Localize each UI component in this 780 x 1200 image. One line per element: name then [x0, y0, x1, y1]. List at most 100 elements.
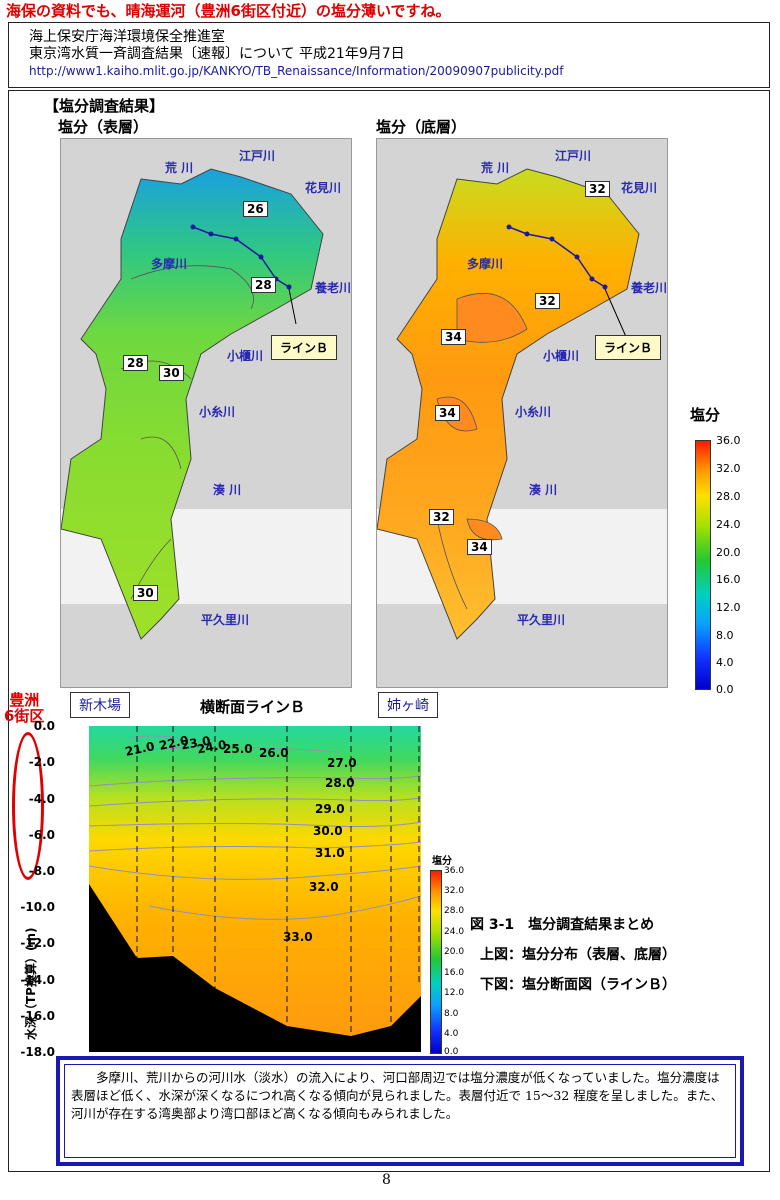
small-colorbar-tick: 20.0 — [444, 947, 465, 957]
section-contour-label: 33.0 — [283, 930, 313, 944]
header-title: 東京湾水質一斉調査結果〔速報〕について 平成21年9月7日 — [29, 46, 405, 62]
top-note: 海保の資料でも、晴海運河（豊洲6街区付近）の塩分薄いですね。 — [6, 2, 451, 20]
left-station-label: 新木場 — [70, 692, 130, 718]
surface-contour-label: 28 — [251, 277, 276, 293]
place-heikurigawa: 平久里川 — [201, 613, 250, 627]
y-tick: -6.0 — [28, 828, 55, 842]
colorbar-tick: 28.0 — [716, 490, 741, 503]
y-tick: -8.0 — [28, 864, 55, 878]
page-number: 8 — [382, 1172, 391, 1188]
small-colorbar-tick: 8.0 — [444, 1009, 459, 1019]
y-tick: -2.0 — [28, 755, 55, 769]
place-yorogawa: 養老川 — [315, 281, 352, 295]
small-colorbar-tick: 28.0 — [444, 906, 465, 916]
section-contour-label: 31.0 — [315, 846, 345, 860]
place-koitogawa: 小糸川 — [515, 405, 552, 419]
figure-caption: 図 3-1 塩分調査結果まとめ 上図：塩分分布（表層、底層） 下図：塩分断面図（… — [470, 910, 676, 1000]
cross-section-title: 横断面ラインＢ — [200, 698, 306, 716]
y-tick: -10.0 — [20, 900, 55, 914]
place-obitsugawa: 小櫃川 — [543, 349, 580, 363]
bottom-contour-label: 34 — [467, 539, 492, 555]
small-salinity-colorbar — [430, 870, 442, 1054]
place-heikurigawa: 平久里川 — [517, 613, 566, 627]
place-minatogawa: 湊 川 — [213, 483, 242, 497]
line-b-label: ラインＢ — [595, 335, 662, 360]
summary-box: 多摩川、荒川からの河川水（淡水）の流入により、河口部周辺では塩分濃度が低くなって… — [56, 1056, 744, 1166]
place-tamagawa: 多摩川 — [467, 257, 504, 271]
source-header: 海上保安庁海洋環境保全推進室 東京湾水質一斉調査結果〔速報〕について 平成21年… — [8, 22, 770, 88]
colorbar-tick: 0.0 — [716, 683, 734, 696]
bottom-contour-label: 32 — [535, 293, 560, 309]
place-arakawa: 荒 川 — [165, 161, 194, 175]
small-colorbar-tick: 12.0 — [444, 988, 465, 998]
section-contour-label: 26.0 — [259, 746, 289, 760]
place-koitogawa: 小糸川 — [199, 405, 236, 419]
bottom-contour-label: 32 — [585, 181, 610, 197]
section-contour-label: 32.0 — [309, 880, 339, 894]
place-obitsugawa: 小櫃川 — [227, 349, 264, 363]
caption-line-lower: 下図：塩分断面図（ラインＢ） — [480, 977, 676, 993]
colorbar-tick: 12.0 — [716, 601, 741, 614]
y-tick: -4.0 — [28, 792, 55, 806]
bottom-contour-label: 32 — [429, 509, 454, 525]
right-station-label: 姉ヶ崎 — [378, 692, 438, 718]
colorbar-tick: 20.0 — [716, 546, 741, 559]
header-org: 海上保安庁海洋環境保全推進室 — [29, 29, 225, 45]
place-tamagawa: 多摩川 — [151, 257, 188, 271]
place-arakawa: 荒 川 — [481, 161, 510, 175]
line-b-label: ラインＢ — [271, 335, 338, 360]
colorbar-tick: 8.0 — [716, 629, 734, 642]
place-hanamigawa: 花見川 — [305, 181, 342, 195]
small-colorbar-tick: 4.0 — [444, 1029, 459, 1039]
surface-salinity-map: 荒 川 江戸川 花見川 多摩川 養老川 小櫃川 小糸川 湊 川 平久里川 26 … — [60, 138, 352, 688]
place-edogawa: 江戸川 — [239, 149, 276, 163]
place-hanamigawa: 花見川 — [621, 181, 658, 195]
salinity-colorbar — [695, 440, 711, 690]
place-yorogawa: 養老川 — [631, 281, 668, 295]
small-colorbar-tick: 24.0 — [444, 927, 465, 937]
small-colorbar-tick: 32.0 — [444, 886, 465, 896]
toyosu-annotation: 豊洲 6街区 — [4, 691, 45, 725]
caption-title: 図 3-1 塩分調査結果まとめ — [470, 917, 655, 933]
bottom-contour-label: 34 — [441, 329, 466, 345]
y-tick: -12.0 — [20, 936, 55, 950]
y-axis-label: 水深（TP換算）(m) — [24, 927, 38, 1040]
figure-frame — [8, 90, 770, 1172]
small-colorbar-tick: 16.0 — [444, 968, 465, 978]
surface-contour-label: 26 — [243, 201, 268, 217]
surface-map-title: 塩分（表層） — [58, 118, 149, 136]
y-tick: -16.0 — [20, 1009, 55, 1023]
bottom-map-title: 塩分（底層） — [376, 118, 467, 136]
colorbar-tick: 24.0 — [716, 518, 741, 531]
section-contour-label: 25.0 — [223, 742, 253, 756]
caption-line-upper: 上図：塩分分布（表層、底層） — [480, 947, 676, 963]
colorbar-tick: 36.0 — [716, 434, 741, 447]
bottom-salinity-map: 荒 川 江戸川 花見川 多摩川 養老川 小櫃川 小糸川 湊 川 平久里川 32 … — [376, 138, 668, 688]
y-tick: 0.0 — [33, 719, 55, 733]
y-tick: -14.0 — [20, 973, 55, 987]
small-colorbar-title: 塩分 — [432, 856, 452, 867]
section-contour-label: 27.0 — [327, 756, 357, 770]
colorbar-title: 塩分 — [690, 406, 721, 424]
colorbar-tick: 32.0 — [716, 462, 741, 475]
place-edogawa: 江戸川 — [555, 149, 592, 163]
cross-section-graphic — [88, 726, 422, 1052]
small-colorbar-tick: 36.0 — [444, 866, 465, 876]
cross-section-plot: 21.0 22.0 23.0 24.0 25.0 26.0 27.0 28.0 … — [88, 726, 422, 1052]
surface-contour-label: 28 — [123, 355, 148, 371]
surface-contour-label: 30 — [133, 585, 158, 601]
section-contour-label: 29.0 — [315, 802, 345, 816]
summary-text: 多摩川、荒川からの河川水（淡水）の流入により、河口部周辺では塩分濃度が低くなって… — [64, 1064, 736, 1158]
small-colorbar-tick: 0.0 — [444, 1047, 459, 1057]
highlight-ellipse — [12, 732, 44, 880]
bottom-contour-label: 34 — [435, 405, 460, 421]
y-tick: -18.0 — [20, 1045, 55, 1059]
section-contour-label: 30.0 — [313, 824, 343, 838]
section-contour-label: 28.0 — [325, 776, 355, 790]
place-minatogawa: 湊 川 — [529, 483, 558, 497]
section-title: 【塩分調査結果】 — [44, 97, 165, 115]
source-link[interactable]: http://www1.kaiho.mlit.go.jp/KANKYO/TB_R… — [29, 64, 564, 78]
surface-contour-label: 30 — [159, 365, 184, 381]
colorbar-tick: 16.0 — [716, 573, 741, 586]
colorbar-tick: 4.0 — [716, 656, 734, 669]
